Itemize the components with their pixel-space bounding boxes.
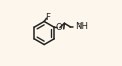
Text: 2: 2 xyxy=(77,23,81,28)
Text: NH: NH xyxy=(75,22,88,31)
Text: O: O xyxy=(55,23,62,32)
Text: F: F xyxy=(45,13,50,22)
